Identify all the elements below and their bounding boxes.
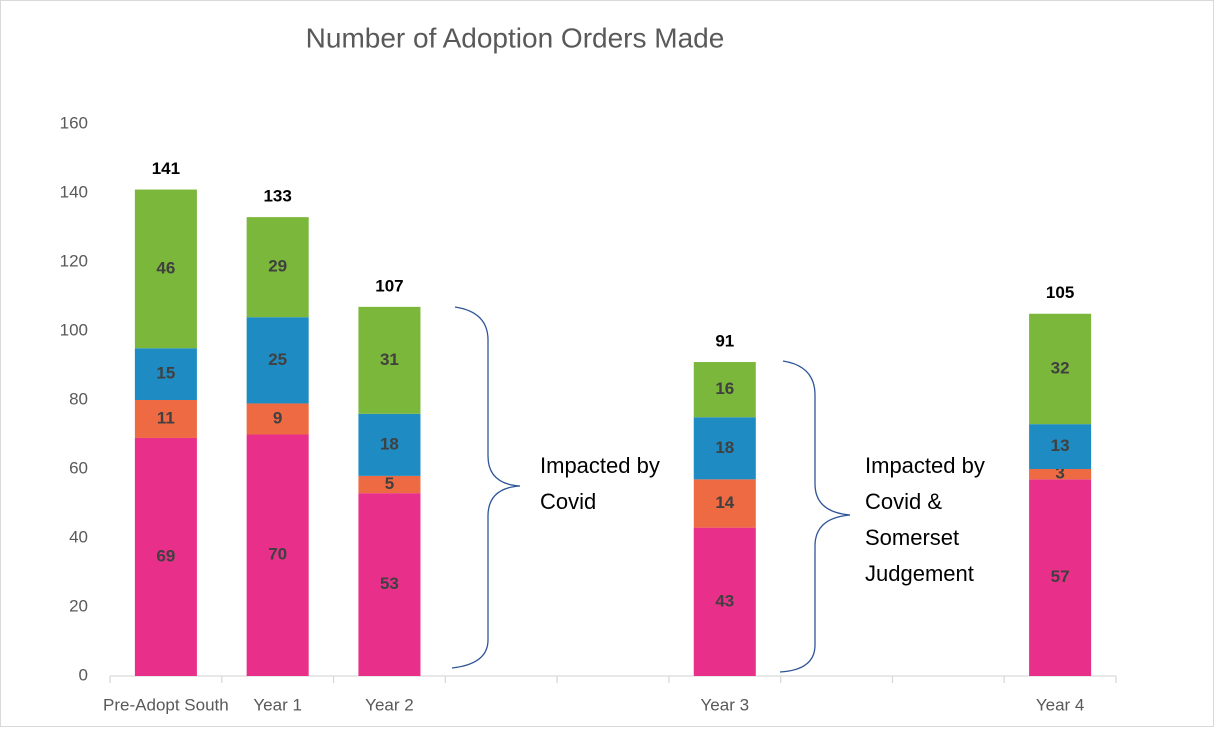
annotation-brace (451, 306, 521, 669)
data-label: 43 (715, 591, 734, 610)
data-label: 25 (268, 350, 287, 369)
data-label: 46 (156, 258, 175, 277)
total-label: 107 (375, 276, 403, 295)
annotation: Impacted by (540, 453, 660, 478)
data-label: 70 (268, 545, 287, 564)
x-tick-label: Year 1 (253, 695, 302, 714)
bar-segment (134, 348, 197, 400)
x-tick-label: Year 4 (1036, 695, 1085, 714)
chart-title: Number of Adoption Orders Made (306, 22, 725, 53)
bar-segment (693, 527, 756, 676)
data-label: 32 (1051, 358, 1070, 377)
annotation-brace (779, 360, 851, 673)
bar-segment (246, 434, 309, 676)
data-label: 29 (268, 257, 287, 276)
data-label: 53 (380, 574, 399, 593)
total-label: 133 (263, 187, 291, 206)
bar-segment (693, 479, 756, 528)
data-label: 15 (156, 364, 175, 383)
bar-segment (134, 437, 197, 676)
bar-segment (358, 306, 421, 414)
data-label: 5 (385, 474, 394, 493)
y-tick-label: 160 (60, 113, 88, 132)
y-tick-label: 60 (69, 458, 88, 477)
annotation: Covid & (865, 489, 942, 514)
total-label: 91 (715, 332, 734, 351)
bar-segment (1029, 469, 1092, 480)
x-tick-label: Year 2 (365, 695, 414, 714)
y-tick-label: 140 (60, 182, 88, 201)
bar-segment (358, 413, 421, 476)
data-label: 13 (1051, 436, 1070, 455)
bar-segment (246, 317, 309, 404)
y-tick-label: 20 (69, 596, 88, 615)
data-label: 9 (273, 408, 282, 427)
data-label: 3 (1055, 464, 1064, 483)
annotation: Judgement (865, 561, 974, 586)
annotation: Impacted by (865, 453, 985, 478)
bar-segment (693, 362, 756, 418)
data-label: 69 (156, 546, 175, 565)
annotation: Somerset (865, 525, 959, 550)
bar-segment (134, 189, 197, 349)
y-tick-label: 100 (60, 320, 88, 339)
x-tick-label: Pre-Adopt South (103, 695, 229, 714)
total-label: 105 (1046, 283, 1074, 302)
bar-segment (358, 475, 421, 494)
data-label: 18 (715, 438, 734, 457)
annotation: Covid (540, 489, 596, 514)
bar-segment (246, 217, 309, 318)
bar-segment (134, 400, 197, 438)
data-label: 18 (380, 434, 399, 453)
x-tick-label: Year 3 (701, 695, 750, 714)
bar-segment (1029, 424, 1092, 469)
total-label: 141 (152, 159, 180, 178)
data-label: 16 (715, 379, 734, 398)
bar-segment (1029, 479, 1092, 676)
y-tick-label: 0 (79, 665, 88, 684)
bar-segment (1029, 313, 1092, 425)
bar-segment (246, 403, 309, 435)
data-label: 57 (1051, 567, 1070, 586)
data-label: 14 (715, 493, 734, 512)
bar-segment (358, 493, 421, 676)
bar-segment (693, 417, 756, 480)
y-tick-label: 40 (69, 527, 88, 546)
data-label: 11 (157, 408, 175, 427)
data-label: 31 (380, 350, 399, 369)
y-tick-label: 80 (69, 389, 88, 408)
y-tick-label: 120 (60, 251, 88, 270)
